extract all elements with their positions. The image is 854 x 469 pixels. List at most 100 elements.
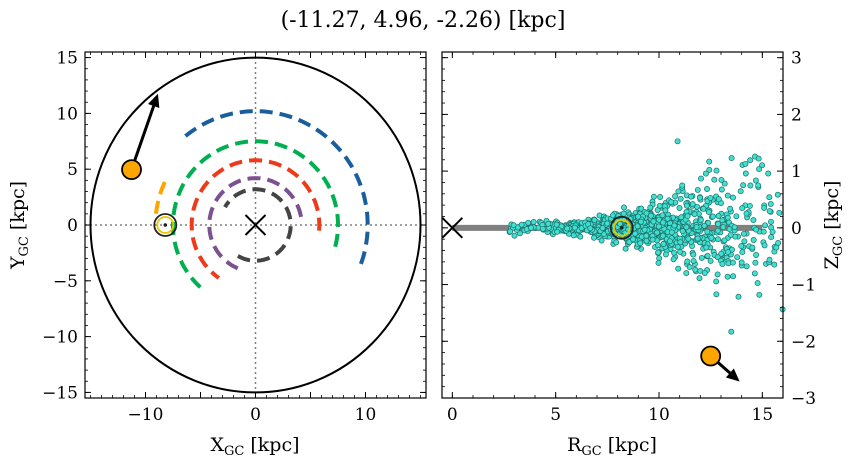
star-point xyxy=(698,175,704,182)
star-point xyxy=(697,217,704,223)
figure-title: (-11.27, 4.96, -2.26) [kpc] xyxy=(281,8,566,33)
star-point xyxy=(715,213,722,219)
star-point xyxy=(637,240,644,247)
y-tick-label: 0 xyxy=(67,216,78,236)
x-tick-label: 15 xyxy=(752,405,774,425)
star-point xyxy=(554,228,561,235)
x-tick-label: 0 xyxy=(447,405,458,425)
star-point xyxy=(571,224,578,231)
star-point xyxy=(768,218,774,225)
star-point xyxy=(740,230,747,237)
star-point xyxy=(768,234,775,241)
star-point xyxy=(721,180,728,187)
star-point xyxy=(660,241,667,247)
star-point xyxy=(734,254,741,261)
star-point xyxy=(730,194,736,201)
star-point xyxy=(570,232,577,239)
star-point xyxy=(545,220,552,227)
star-point xyxy=(657,194,664,200)
star-point xyxy=(711,176,718,183)
star-point xyxy=(749,244,756,251)
star-point xyxy=(650,218,657,225)
star-point xyxy=(609,212,616,219)
star-point xyxy=(684,213,691,220)
star-point xyxy=(765,170,772,177)
right-ticks: 0 5 10 15 −3 −2 −1 0 1 2 3 xyxy=(442,49,816,425)
star-point xyxy=(706,158,713,165)
star-point xyxy=(728,155,735,162)
star-point xyxy=(672,193,679,200)
star-point xyxy=(730,273,737,280)
star-point xyxy=(707,257,714,264)
star-point xyxy=(733,213,740,220)
star-point xyxy=(694,235,701,242)
star-point xyxy=(713,291,720,298)
star-point xyxy=(510,222,517,229)
star-point xyxy=(753,252,760,258)
star-point xyxy=(720,224,727,231)
star-point xyxy=(707,194,714,201)
star-point xyxy=(740,182,747,189)
star-point xyxy=(518,221,525,228)
star-point xyxy=(755,155,762,162)
left-ticks: −10 0 10 −15 −10 −5 0 5 10 15 xyxy=(42,49,426,425)
star-point xyxy=(756,291,763,298)
star-point xyxy=(655,259,662,266)
sun-marker-dot xyxy=(163,223,168,227)
star-point xyxy=(725,249,731,256)
star-point xyxy=(739,249,746,256)
spiral-arm xyxy=(182,109,370,265)
star-point xyxy=(715,221,722,227)
star-point xyxy=(735,293,742,300)
star-point xyxy=(690,251,697,258)
star-point xyxy=(771,261,778,268)
star-point xyxy=(747,157,754,164)
y-tick-label: −2 xyxy=(791,332,816,352)
star-point xyxy=(539,225,546,232)
star-point xyxy=(525,219,532,226)
star-point xyxy=(706,166,713,173)
star-point xyxy=(674,138,681,145)
star-point xyxy=(742,160,749,167)
star-point xyxy=(683,270,690,277)
star-point xyxy=(620,210,627,217)
spiral-arm xyxy=(223,187,293,263)
y-tick-label: 1 xyxy=(791,162,802,182)
star-point xyxy=(643,232,650,239)
object-marker xyxy=(121,159,142,181)
star-point xyxy=(729,259,736,266)
star-point xyxy=(752,259,759,266)
sun-marker-ring xyxy=(612,218,631,237)
star-point xyxy=(662,207,669,214)
y-tick-label: 2 xyxy=(791,105,802,125)
star-point xyxy=(692,266,699,273)
star-point xyxy=(587,225,594,232)
star-point xyxy=(746,202,753,209)
star-point xyxy=(760,228,767,235)
y-tick-label: −10 xyxy=(42,328,78,348)
star-point xyxy=(641,226,648,233)
star-point xyxy=(750,217,757,224)
star-point xyxy=(694,186,701,193)
star-point xyxy=(726,226,733,233)
galactic-center-marker-b xyxy=(441,217,464,239)
star-point xyxy=(705,209,712,216)
star-point xyxy=(691,211,698,218)
y-tick-label: −15 xyxy=(42,383,78,403)
star-point xyxy=(731,224,738,231)
star-point xyxy=(675,188,682,195)
sun-marker-outer xyxy=(609,215,634,240)
star-point xyxy=(632,230,639,237)
star-point xyxy=(677,239,684,246)
sun-marker-dot xyxy=(620,226,624,230)
star-point xyxy=(650,193,657,200)
star-point xyxy=(715,236,721,243)
star-point xyxy=(759,162,766,169)
x-tick-label: 10 xyxy=(355,405,377,425)
velocity-arrow-head xyxy=(147,93,160,108)
star-point xyxy=(719,261,726,268)
sun-marker-outer xyxy=(153,213,178,237)
spiral-arm xyxy=(189,158,322,280)
star-point xyxy=(659,232,666,239)
star-point xyxy=(751,270,758,277)
